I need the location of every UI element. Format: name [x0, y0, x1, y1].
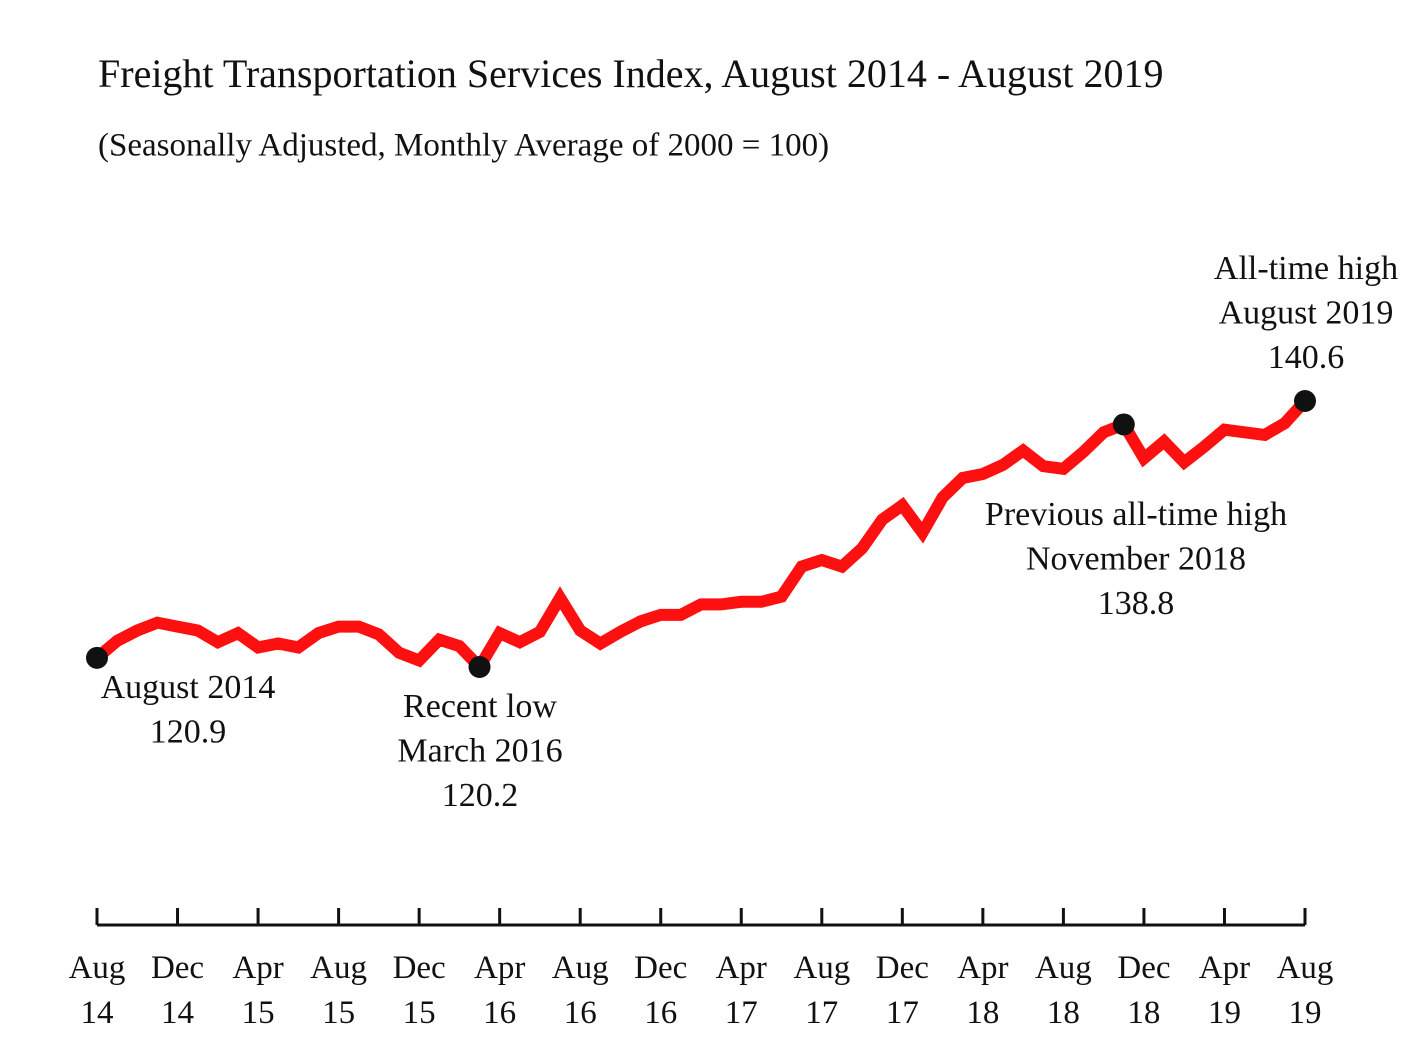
annotation-marker [86, 646, 108, 669]
annotation-value: 140.6 [1268, 339, 1345, 376]
annotation-text: March 2016 [397, 732, 562, 769]
data-line [93, 396, 1310, 677]
x-tick-label: Apr 18 [957, 950, 1008, 1031]
annotation-text: All-time high [1214, 250, 1398, 287]
x-tick-label: Aug 14 [69, 950, 126, 1031]
annotation-marker [468, 656, 491, 678]
x-tick-label: Dec 16 [634, 950, 687, 1031]
annotation-value: 138.8 [1098, 585, 1175, 622]
annotation-marker [1112, 413, 1135, 436]
x-tick-label: Apr 17 [716, 950, 767, 1031]
annotation-text: August 2019 [1219, 294, 1394, 331]
annotation-value: 120.2 [442, 777, 519, 814]
chart-subtitle: (Seasonally Adjusted, Monthly Average of… [98, 128, 829, 164]
x-tick-label: Aug 16 [552, 950, 609, 1031]
x-tick-label: Apr 15 [232, 950, 283, 1031]
annotation-text: November 2018 [1026, 540, 1246, 577]
x-tick-label: Apr 19 [1199, 950, 1250, 1031]
x-tick-label: Dec 17 [876, 950, 929, 1031]
annotation-value: 120.9 [150, 713, 227, 750]
x-tick-label: Aug 17 [793, 950, 850, 1031]
x-tick-label: Aug 18 [1035, 950, 1092, 1031]
x-tick-label: Aug 19 [1277, 950, 1334, 1031]
x-tick-label: Dec 15 [393, 950, 446, 1031]
annotation-text: Previous all-time high [985, 496, 1287, 533]
x-tick-label: Aug 15 [310, 950, 367, 1031]
annotation-text: Recent low [403, 688, 557, 725]
annotation-text: August 2014 [101, 669, 276, 706]
x-tick-label: Dec 14 [151, 950, 204, 1031]
x-tick-label: Dec 18 [1117, 950, 1170, 1031]
x-tick-label: Apr 16 [474, 950, 525, 1031]
chart-title: Freight Transportation Services Index, A… [98, 51, 1164, 96]
annotation-marker [1294, 390, 1316, 412]
